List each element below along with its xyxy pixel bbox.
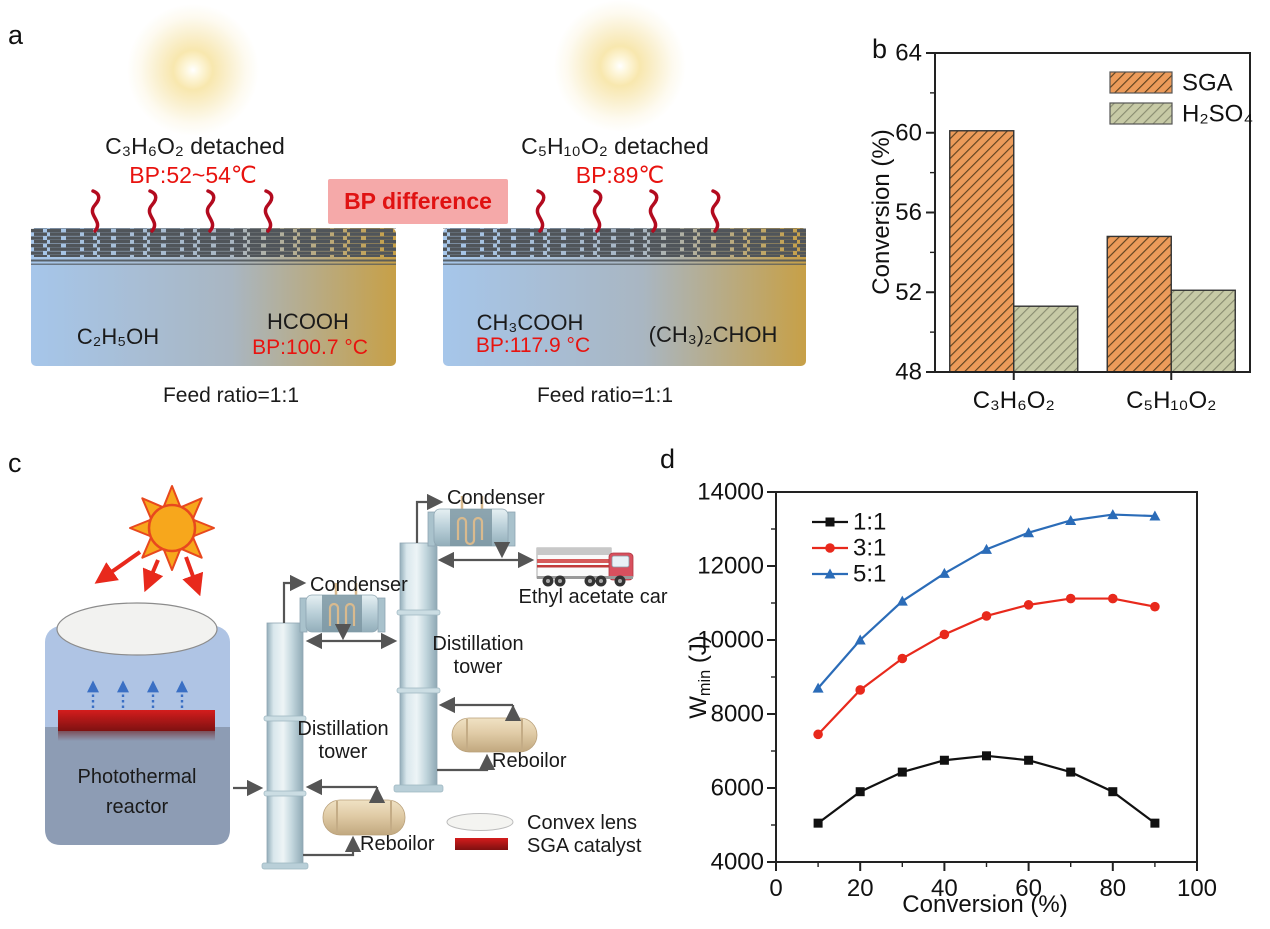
d-y-axis-title: Wmin (J) bbox=[684, 635, 715, 719]
sun-icon bbox=[129, 485, 215, 571]
condenser-1: Condenser bbox=[299, 574, 408, 633]
svg-text:C₃H₆O₂: C₃H₆O₂ bbox=[973, 387, 1055, 414]
svg-text:4000: 4000 bbox=[711, 849, 764, 876]
distillation-tower-1: Distillation tower bbox=[261, 622, 389, 870]
evaporating-molecule-squiggles bbox=[90, 189, 721, 233]
panel-b-label: b bbox=[872, 34, 888, 64]
convex-lens-legend-icon bbox=[446, 813, 514, 831]
condenser-2: Condenser bbox=[427, 487, 545, 547]
svg-text:60: 60 bbox=[895, 119, 922, 146]
svg-text:80: 80 bbox=[1099, 875, 1126, 902]
tower1-label-line1: Distillation bbox=[297, 718, 388, 740]
photothermal-reactor: Photothermal reactor bbox=[45, 602, 230, 845]
bar-chart-conversion: 48 52 56 60 64 C₃H₆O₂ C₅H₁₀O₂ SGA H₂SO₄ bbox=[895, 40, 1253, 415]
vapor-arrows bbox=[87, 680, 188, 708]
svg-text:1:1: 1:1 bbox=[853, 509, 886, 536]
solvent-label-ch3cooh: CH₃COOH bbox=[476, 310, 584, 335]
reactor-label-line2: reactor bbox=[106, 796, 169, 818]
bp-label-ch3cooh: BP:117.9 °C bbox=[475, 334, 591, 357]
sga-catalyst-bar bbox=[58, 710, 215, 731]
condenser-coil-icon bbox=[456, 516, 484, 546]
feed-ratio-left: Feed ratio=1:1 bbox=[162, 384, 299, 407]
truck-label: Ethyl acetate car bbox=[519, 586, 668, 608]
catalyst-flake-layer bbox=[443, 228, 806, 257]
sun-glow-icon-left bbox=[127, 4, 259, 136]
distillation-tower-2: Distillation tower bbox=[393, 542, 524, 793]
svg-text:SGA: SGA bbox=[1182, 70, 1233, 97]
svg-text:6000: 6000 bbox=[711, 775, 764, 802]
bp-label-hcooh: BP:100.7 °C bbox=[252, 336, 368, 359]
legend-lens-label: Convex lens bbox=[527, 812, 637, 834]
detached-label-right: C₅H₁₀O₂ detached bbox=[521, 133, 709, 159]
svg-text:60: 60 bbox=[1015, 875, 1042, 902]
svg-text:52: 52 bbox=[895, 279, 922, 306]
svg-text:C₅H₁₀O₂: C₅H₁₀O₂ bbox=[1126, 387, 1216, 414]
reactor-label-line1: Photothermal bbox=[78, 766, 197, 788]
svg-text:14000: 14000 bbox=[697, 479, 764, 506]
svg-text:40: 40 bbox=[931, 875, 958, 902]
process-flow-diagram: Photothermal reactor Distillation tower … bbox=[45, 485, 668, 870]
svg-text:20: 20 bbox=[847, 875, 874, 902]
svg-text:12000: 12000 bbox=[697, 553, 764, 580]
condenser2-label: Condenser bbox=[447, 487, 545, 509]
tower1-label-line2: tower bbox=[319, 741, 368, 763]
svg-text:5:1: 5:1 bbox=[853, 561, 886, 588]
solvent-label-isopropanol: (CH₃)₂CHOH bbox=[648, 322, 778, 347]
process-connectors bbox=[233, 493, 535, 857]
sga-catalyst-legend-icon bbox=[455, 838, 508, 850]
reboiler-1: Reboilor bbox=[322, 799, 435, 855]
liquid-surface-right bbox=[443, 228, 806, 366]
feed-ratio-right: Feed ratio=1:1 bbox=[536, 384, 673, 407]
svg-text:64: 64 bbox=[895, 40, 922, 67]
panel-a-graphic bbox=[31, 0, 806, 366]
catalyst-flake-layer bbox=[31, 228, 396, 257]
panel-c-legend: Convex lens SGA catalyst bbox=[446, 812, 642, 857]
solvent-label-ethanol: C₂H₅OH bbox=[76, 324, 160, 349]
svg-text:3:1: 3:1 bbox=[853, 535, 886, 562]
convex-lens-icon bbox=[56, 602, 218, 656]
svg-text:H₂SO₄: H₂SO₄ bbox=[1182, 101, 1253, 128]
condenser1-label: Condenser bbox=[310, 574, 408, 596]
tower2-label-line2: tower bbox=[454, 656, 503, 678]
tower2-label-line1: Distillation bbox=[432, 633, 523, 655]
panel-c-label: c bbox=[8, 448, 22, 478]
reboiler-2: Reboilor bbox=[451, 717, 567, 772]
detached-label-left: C₃H₆O₂ detached bbox=[105, 133, 285, 159]
svg-text:100: 100 bbox=[1177, 875, 1217, 902]
sun-glow-icon-right bbox=[554, 0, 686, 132]
panel-a-label: a bbox=[8, 20, 24, 50]
svg-text:48: 48 bbox=[895, 359, 922, 386]
b-y-axis-title: Conversion (%) bbox=[868, 129, 895, 295]
bp-label-right: BP:89℃ bbox=[575, 162, 665, 188]
panel-d-label: d bbox=[660, 444, 676, 474]
solvent-label-hcooh: HCOOH bbox=[267, 309, 349, 334]
svg-text:10000: 10000 bbox=[697, 627, 764, 654]
liquid-surface-left bbox=[31, 228, 396, 366]
svg-text:0: 0 bbox=[769, 875, 782, 902]
svg-text:8000: 8000 bbox=[711, 701, 764, 728]
line-chart-wmin: 0 20 40 60 80 100 4000 6000 8000 10000 12000 14000 1… bbox=[697, 479, 1217, 903]
reboiler2-label: Reboilor bbox=[492, 750, 567, 772]
legend-catalyst-label: SGA catalyst bbox=[527, 835, 642, 857]
sunlight-arrows bbox=[94, 550, 204, 597]
ethyl-acetate-truck-icon: Ethyl acetate car bbox=[519, 547, 668, 608]
bp-difference-badge: BP difference bbox=[328, 179, 508, 224]
svg-text:56: 56 bbox=[895, 199, 922, 226]
reboiler1-label: Reboilor bbox=[360, 833, 435, 855]
d-x-axis-title: Conversion (%) bbox=[902, 891, 1068, 918]
bp-label-left: BP:52~54℃ bbox=[129, 162, 257, 188]
